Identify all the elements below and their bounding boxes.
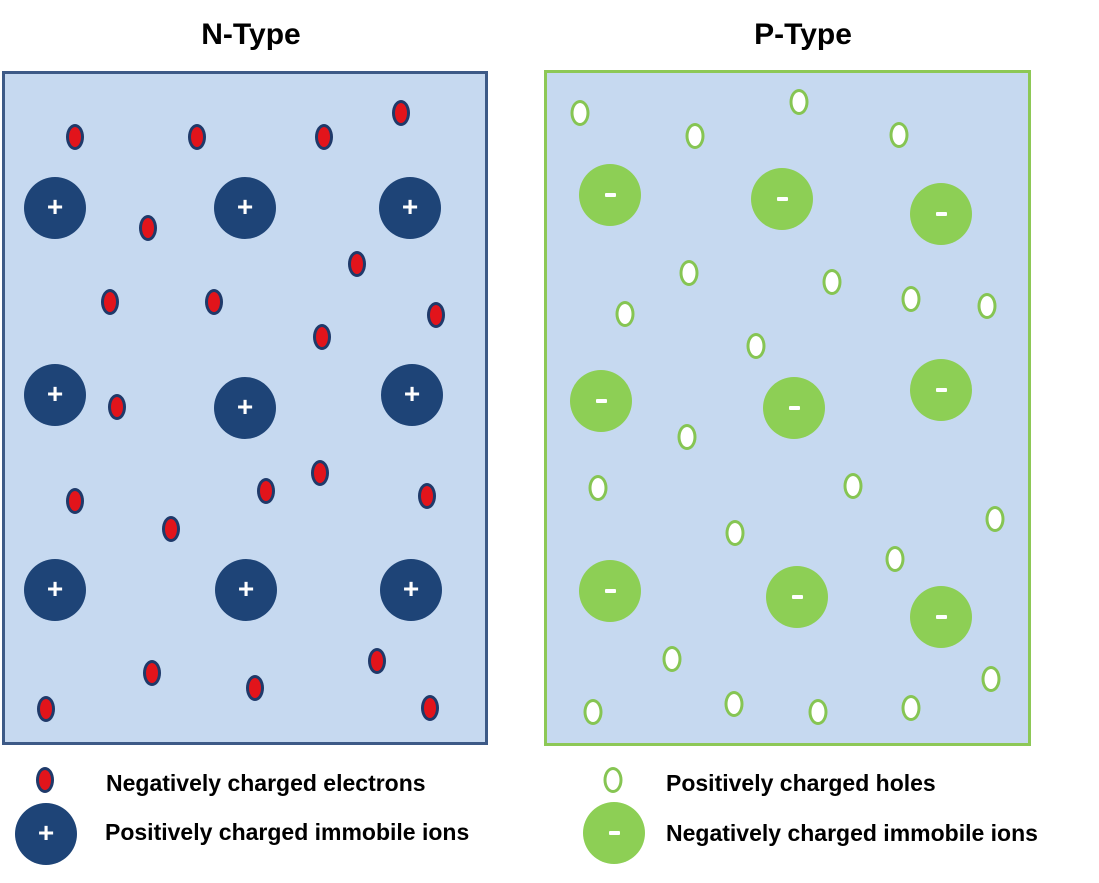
minus-sign-icon	[791, 595, 803, 599]
positive-immobile-ion: +	[24, 559, 86, 621]
electron	[427, 302, 445, 328]
hole	[588, 475, 608, 501]
hole	[885, 546, 905, 572]
hole	[677, 424, 697, 450]
negative-immobile-ion	[910, 183, 972, 245]
legend-negative-ions-label: Negatively charged immobile ions	[666, 820, 1038, 846]
electron	[421, 695, 439, 721]
legend-negative-ion-icon	[583, 802, 645, 864]
plus-sign-icon: +	[37, 817, 55, 848]
minus-sign-icon	[776, 197, 788, 201]
plus-sign-icon: +	[402, 573, 420, 604]
minus-sign-icon	[604, 589, 616, 593]
hole	[977, 293, 997, 319]
positive-immobile-ion: +	[24, 364, 86, 426]
electron	[139, 215, 157, 241]
plus-sign-icon: +	[403, 378, 421, 409]
hole	[583, 699, 603, 725]
hole	[662, 646, 682, 672]
plus-sign-icon: +	[46, 573, 64, 604]
negative-immobile-ion	[579, 164, 641, 226]
hole	[843, 473, 863, 499]
positive-immobile-ion: +	[379, 177, 441, 239]
hole	[725, 520, 745, 546]
positive-immobile-ion: +	[380, 559, 442, 621]
electron	[368, 648, 386, 674]
electron	[246, 675, 264, 701]
minus-sign-icon	[595, 399, 607, 403]
n-type-title: N-Type	[201, 18, 301, 51]
legend-positive-ions-label: Positively charged immobile ions	[105, 819, 470, 845]
hole	[981, 666, 1001, 692]
minus-sign-icon	[935, 212, 947, 216]
electron	[418, 483, 436, 509]
electron	[66, 124, 84, 150]
minus-sign-icon	[608, 831, 620, 835]
hole	[685, 123, 705, 149]
hole	[724, 691, 744, 717]
electron	[313, 324, 331, 350]
negative-immobile-ion	[910, 359, 972, 421]
legend-holes-label: Positively charged holes	[666, 770, 936, 796]
hole	[985, 506, 1005, 532]
electron	[257, 478, 275, 504]
hole	[570, 100, 590, 126]
positive-immobile-ion: +	[381, 364, 443, 426]
electron	[348, 251, 366, 277]
electron	[188, 124, 206, 150]
hole	[901, 286, 921, 312]
legend-electron-icon	[36, 767, 54, 793]
p-type-title: P-Type	[754, 18, 852, 51]
electron	[143, 660, 161, 686]
negative-immobile-ion	[579, 560, 641, 622]
minus-sign-icon	[604, 193, 616, 197]
minus-sign-icon	[935, 615, 947, 619]
legend-hole-icon	[603, 767, 623, 793]
hole	[822, 269, 842, 295]
plus-sign-icon: +	[46, 191, 64, 222]
negative-immobile-ion	[910, 586, 972, 648]
positive-immobile-ion: +	[215, 559, 277, 621]
plus-sign-icon: +	[401, 191, 419, 222]
plus-sign-icon: +	[236, 191, 254, 222]
electron	[66, 488, 84, 514]
electron	[162, 516, 180, 542]
positive-immobile-ion: +	[214, 177, 276, 239]
electron	[392, 100, 410, 126]
positive-immobile-ion: +	[24, 177, 86, 239]
electron	[108, 394, 126, 420]
negative-immobile-ion	[751, 168, 813, 230]
plus-sign-icon: +	[236, 391, 254, 422]
minus-sign-icon	[935, 388, 947, 392]
electron	[101, 289, 119, 315]
hole	[808, 699, 828, 725]
electron	[37, 696, 55, 722]
hole	[789, 89, 809, 115]
hole	[901, 695, 921, 721]
hole	[746, 333, 766, 359]
hole	[889, 122, 909, 148]
positive-immobile-ion: +	[214, 377, 276, 439]
legend-positive-ion-icon: +	[15, 803, 77, 865]
negative-immobile-ion	[570, 370, 632, 432]
negative-immobile-ion	[763, 377, 825, 439]
electron	[205, 289, 223, 315]
plus-sign-icon: +	[237, 573, 255, 604]
hole	[679, 260, 699, 286]
minus-sign-icon	[788, 406, 800, 410]
legend-electrons-label: Negatively charged electrons	[106, 770, 426, 796]
electron	[311, 460, 329, 486]
hole	[615, 301, 635, 327]
plus-sign-icon: +	[46, 378, 64, 409]
negative-immobile-ion	[766, 566, 828, 628]
electron	[315, 124, 333, 150]
